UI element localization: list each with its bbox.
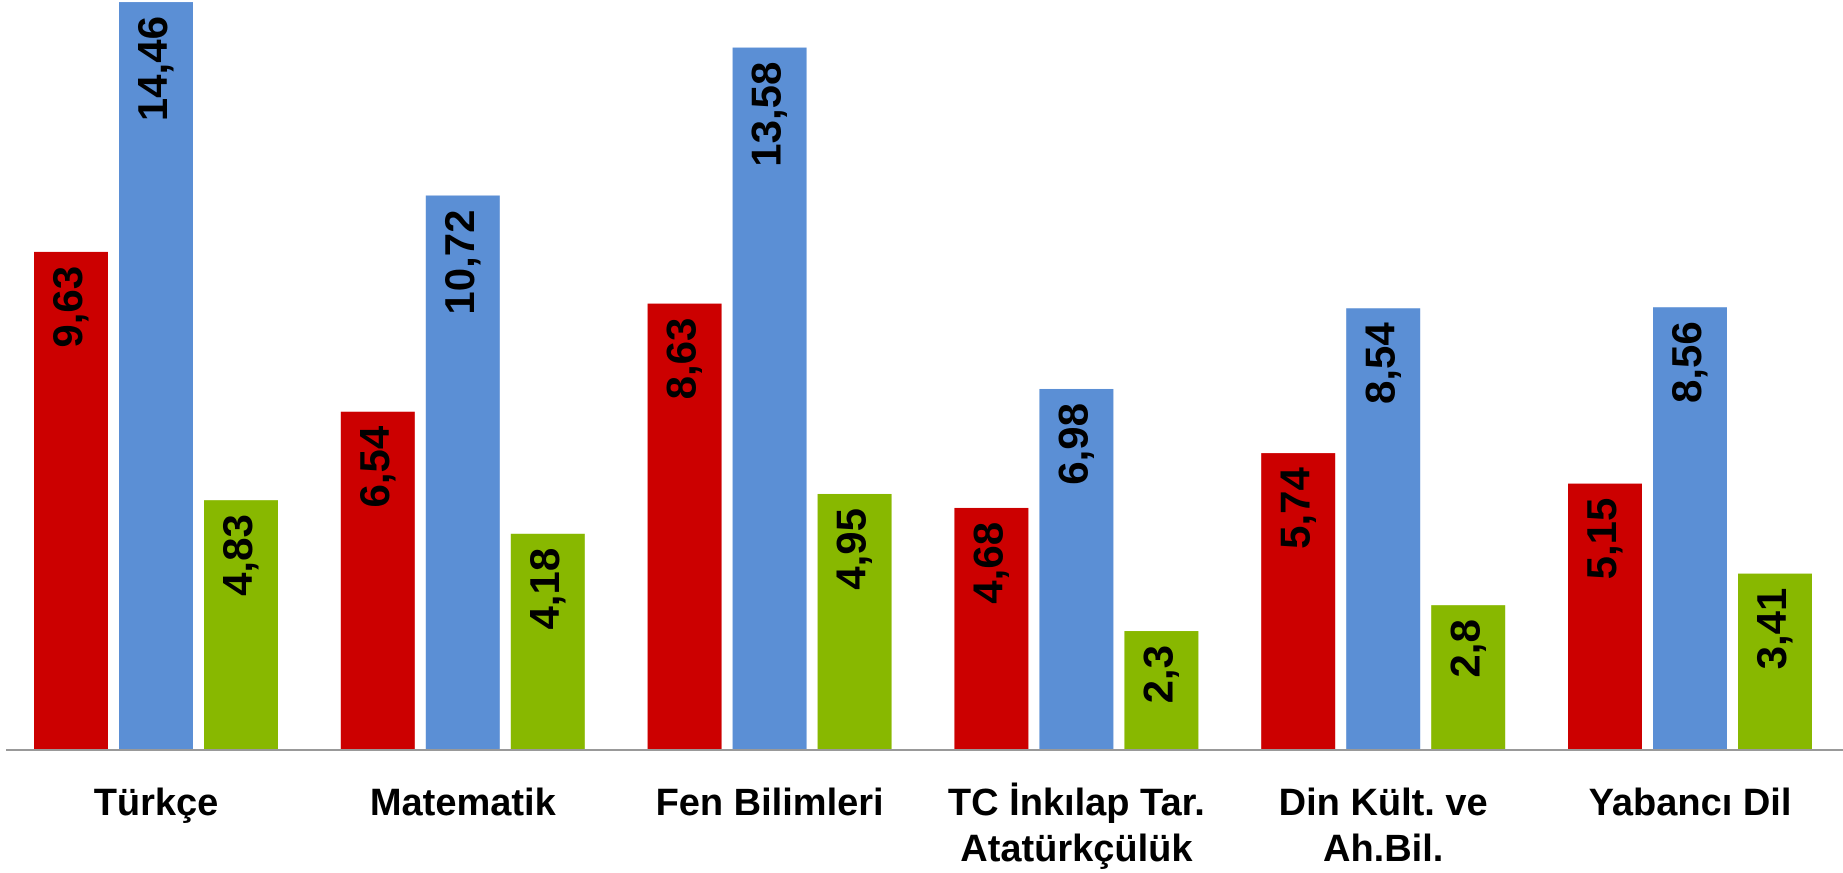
value-label: 2,8 <box>1441 619 1488 677</box>
bar <box>1738 573 1812 750</box>
bar <box>119 2 193 750</box>
bar <box>1124 631 1199 750</box>
value-label: 14,46 <box>129 16 176 121</box>
value-label: 13,58 <box>743 62 790 167</box>
x-tick-label: Din Kült. ve Ah.Bil. <box>1278 782 1488 870</box>
value-label: 8,56 <box>1663 321 1710 403</box>
bar <box>425 195 500 751</box>
bar <box>817 493 892 750</box>
value-label: 3,41 <box>1748 588 1795 670</box>
bar <box>1431 605 1506 750</box>
bar <box>1346 308 1421 750</box>
value-label: 4,68 <box>964 522 1011 604</box>
value-label: 4,95 <box>828 508 875 590</box>
x-tick-label: TC İnkılap Tar. Atatürkçülük <box>947 782 1205 870</box>
value-label: 6,98 <box>1049 403 1096 485</box>
bar <box>510 533 585 750</box>
value-label: 6,54 <box>351 425 398 507</box>
bar <box>1568 483 1642 750</box>
bar <box>340 411 415 750</box>
value-label: 10,72 <box>436 210 483 315</box>
bar <box>1653 307 1727 750</box>
x-tick-label: Türkçe <box>93 782 219 824</box>
x-tick-label: Fen Bilimleri <box>655 782 884 824</box>
value-label: 4,18 <box>521 548 568 630</box>
bar <box>732 47 807 751</box>
bar <box>647 303 722 750</box>
bar <box>1039 388 1114 750</box>
value-label: 4,83 <box>214 514 261 596</box>
value-label: 5,15 <box>1578 498 1625 580</box>
x-tick-label: Yabancı Dil <box>1588 782 1792 824</box>
value-label: 8,63 <box>658 318 705 400</box>
value-label: 8,54 <box>1356 322 1403 404</box>
bar <box>1261 453 1336 750</box>
value-label: 5,74 <box>1271 466 1318 548</box>
bar <box>34 251 108 750</box>
value-label: 9,63 <box>44 266 91 348</box>
value-label: 2,3 <box>1134 645 1181 703</box>
bar <box>204 500 278 750</box>
x-tick-label: Matematik <box>369 782 556 824</box>
bar <box>954 507 1029 750</box>
